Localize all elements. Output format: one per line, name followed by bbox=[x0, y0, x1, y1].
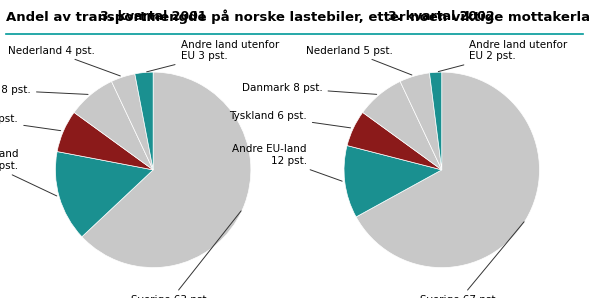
Text: Sverige 63 pst.: Sverige 63 pst. bbox=[131, 211, 241, 298]
Wedge shape bbox=[111, 74, 153, 170]
Wedge shape bbox=[429, 72, 442, 170]
Text: Andre EU-land
12 pst.: Andre EU-land 12 pst. bbox=[233, 145, 342, 181]
Text: Nederland 4 pst.: Nederland 4 pst. bbox=[8, 46, 120, 76]
Text: Tyskland 6 pst.: Tyskland 6 pst. bbox=[229, 111, 350, 128]
Wedge shape bbox=[400, 73, 442, 170]
Text: Nederland 5 pst.: Nederland 5 pst. bbox=[306, 46, 412, 75]
Wedge shape bbox=[135, 72, 153, 170]
Text: Sverige 67 pst.: Sverige 67 pst. bbox=[420, 222, 524, 298]
Title: 3. kvartal 2001: 3. kvartal 2001 bbox=[100, 10, 207, 23]
Text: Andre land utenfor
EU 2 pst.: Andre land utenfor EU 2 pst. bbox=[438, 40, 567, 72]
Text: Andre EU-land
15 pst.: Andre EU-land 15 pst. bbox=[0, 149, 57, 196]
Text: Andel av transportmengde på norske lastebiler, etter noen viktige mottakerland. : Andel av transportmengde på norske laste… bbox=[6, 9, 589, 24]
Wedge shape bbox=[74, 81, 153, 170]
Wedge shape bbox=[82, 72, 251, 268]
Wedge shape bbox=[356, 72, 540, 268]
Text: Danmark 8 pst.: Danmark 8 pst. bbox=[241, 83, 377, 94]
Title: 3. kvartal 2002: 3. kvartal 2002 bbox=[388, 10, 495, 23]
Text: Andre land utenfor
EU 3 pst.: Andre land utenfor EU 3 pst. bbox=[147, 40, 279, 72]
Wedge shape bbox=[344, 145, 442, 217]
Wedge shape bbox=[363, 81, 442, 170]
Wedge shape bbox=[347, 112, 442, 170]
Wedge shape bbox=[57, 112, 153, 170]
Text: Danmark 8 pst.: Danmark 8 pst. bbox=[0, 85, 88, 95]
Text: Tyskland 7 pst.: Tyskland 7 pst. bbox=[0, 114, 61, 131]
Wedge shape bbox=[55, 152, 153, 237]
